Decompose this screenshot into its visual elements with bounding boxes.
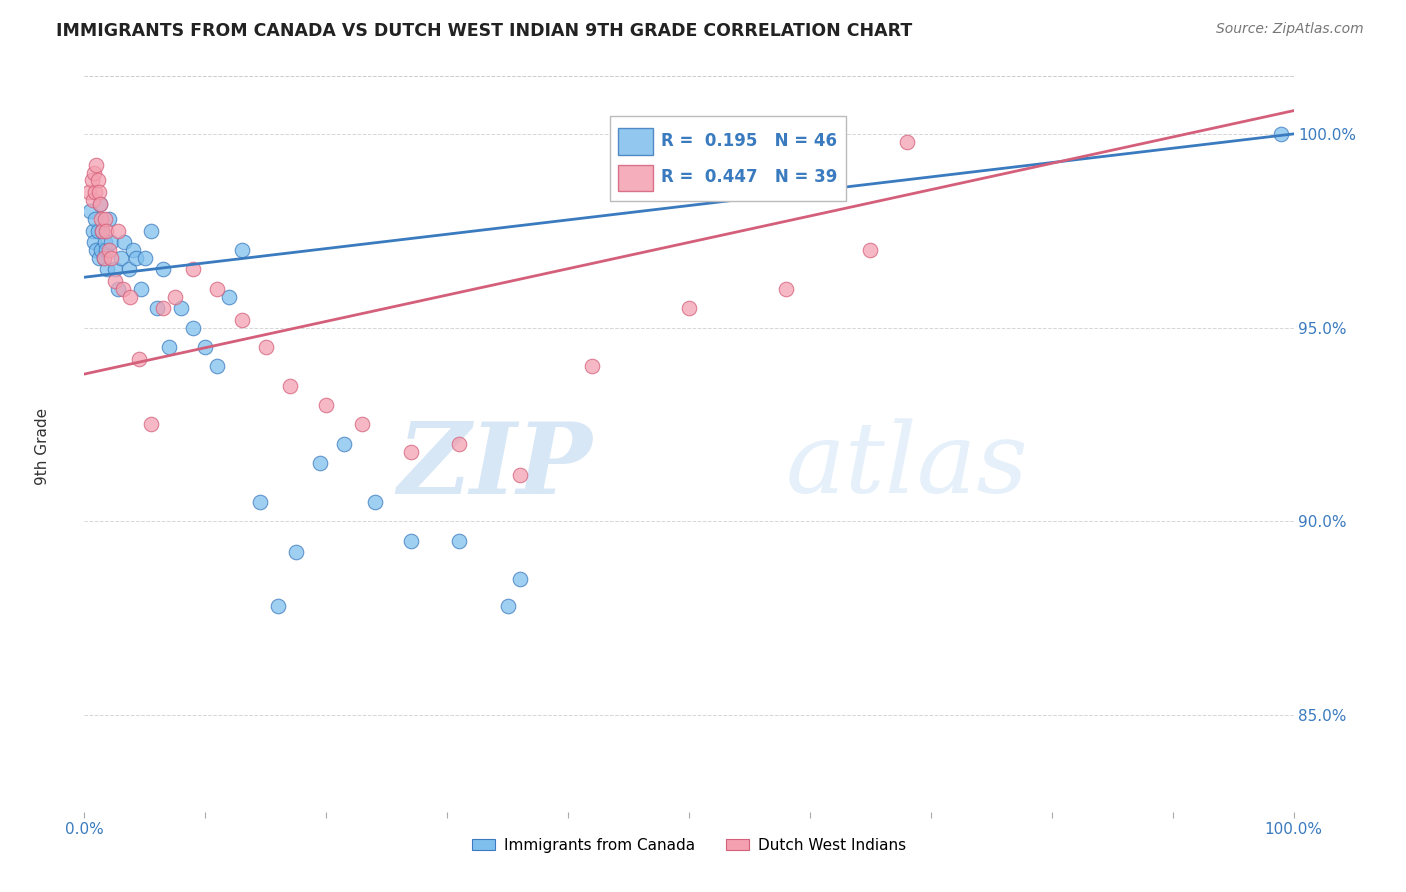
Point	[87, 185, 110, 199]
Point	[86, 158, 108, 172]
Point	[100, 251, 122, 265]
Point	[112, 235, 135, 250]
Point	[94, 212, 117, 227]
Point	[91, 224, 114, 238]
Point	[775, 282, 797, 296]
Point	[278, 378, 301, 392]
Point	[86, 173, 108, 187]
Point	[94, 224, 117, 238]
Point	[449, 436, 471, 450]
Point	[859, 243, 882, 257]
Point	[581, 359, 603, 374]
Point	[139, 417, 162, 432]
Point	[84, 212, 107, 227]
Point	[83, 166, 105, 180]
Point	[399, 444, 422, 458]
Text: ZIP: ZIP	[398, 417, 592, 514]
Point	[218, 290, 240, 304]
Text: IMMIGRANTS FROM CANADA VS DUTCH WEST INDIAN 9TH GRADE CORRELATION CHART: IMMIGRANTS FROM CANADA VS DUTCH WEST IND…	[56, 22, 912, 40]
Point	[89, 196, 111, 211]
Point	[110, 251, 132, 265]
Point	[139, 224, 162, 238]
Point	[82, 193, 104, 207]
Point	[121, 243, 143, 257]
Point	[104, 262, 127, 277]
Point	[128, 351, 150, 366]
Point	[112, 282, 135, 296]
Point	[284, 545, 308, 559]
Point	[94, 235, 117, 250]
Text: 9th Grade: 9th Grade	[35, 408, 49, 484]
Point	[181, 320, 204, 334]
Point	[93, 251, 115, 265]
Point	[896, 135, 918, 149]
Point	[194, 340, 217, 354]
Point	[89, 196, 111, 211]
Point	[97, 212, 120, 227]
Point	[104, 274, 127, 288]
FancyBboxPatch shape	[610, 116, 846, 201]
Point	[82, 224, 104, 238]
Point	[83, 235, 105, 250]
Point	[399, 533, 422, 548]
Point	[267, 599, 290, 614]
Point	[509, 572, 531, 586]
Point	[207, 359, 229, 374]
Point	[125, 251, 148, 265]
Point	[87, 251, 110, 265]
Point	[496, 599, 519, 614]
Point	[90, 212, 112, 227]
Point	[91, 224, 114, 238]
Point	[231, 313, 253, 327]
Point	[207, 282, 229, 296]
Point	[449, 533, 471, 548]
Text: R =  0.447   N = 39: R = 0.447 N = 39	[661, 169, 838, 186]
FancyBboxPatch shape	[617, 165, 652, 192]
Point	[134, 251, 156, 265]
Point	[107, 224, 129, 238]
Point	[77, 185, 100, 199]
Point	[509, 467, 531, 482]
Text: Source: ZipAtlas.com: Source: ZipAtlas.com	[1216, 22, 1364, 37]
Point	[678, 301, 700, 316]
Point	[315, 398, 337, 412]
Point	[363, 495, 385, 509]
Point	[1270, 127, 1292, 141]
Point	[146, 301, 169, 316]
Point	[118, 262, 141, 277]
Legend: Immigrants from Canada, Dutch West Indians: Immigrants from Canada, Dutch West India…	[465, 832, 912, 859]
Point	[80, 173, 103, 187]
Point	[152, 262, 174, 277]
Point	[86, 224, 108, 238]
Point	[157, 340, 180, 354]
Point	[165, 290, 187, 304]
Point	[120, 290, 142, 304]
Point	[231, 243, 253, 257]
Point	[79, 204, 101, 219]
Point	[170, 301, 193, 316]
Point	[107, 282, 129, 296]
Point	[84, 185, 107, 199]
Point	[86, 243, 108, 257]
Point	[97, 243, 120, 257]
Point	[309, 456, 332, 470]
Point	[129, 282, 152, 296]
Point	[94, 243, 117, 257]
Text: atlas: atlas	[786, 418, 1028, 514]
Point	[333, 436, 356, 450]
Point	[100, 235, 122, 250]
Text: R =  0.195   N = 46: R = 0.195 N = 46	[661, 132, 837, 151]
FancyBboxPatch shape	[617, 128, 652, 154]
Point	[93, 251, 115, 265]
Point	[181, 262, 204, 277]
Point	[352, 417, 374, 432]
Point	[96, 262, 118, 277]
Point	[90, 243, 112, 257]
Point	[254, 340, 277, 354]
Point	[152, 301, 174, 316]
Point	[249, 495, 271, 509]
